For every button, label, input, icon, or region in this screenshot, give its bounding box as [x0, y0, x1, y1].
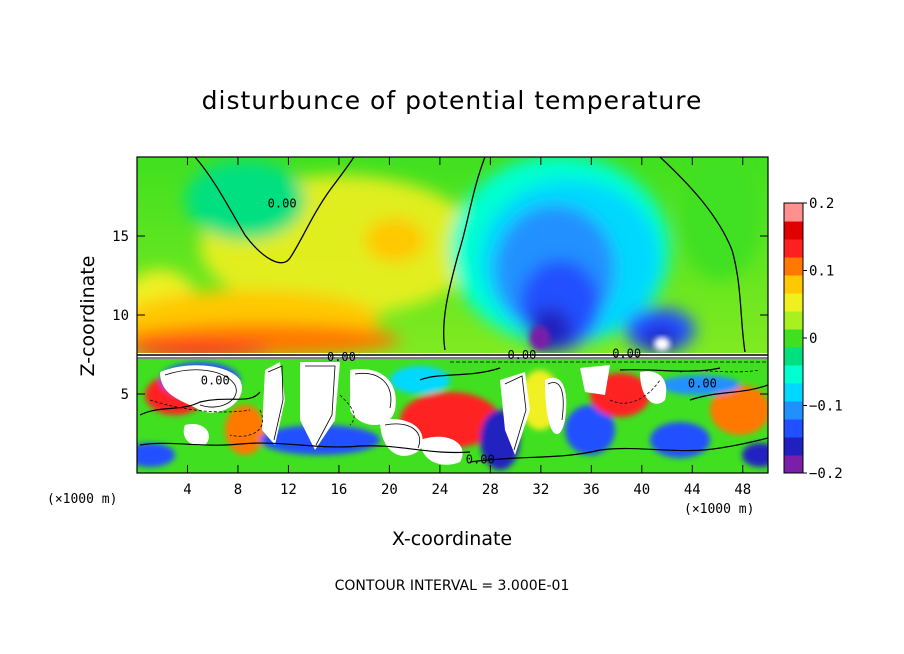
colorbar-swatch	[784, 329, 803, 348]
colorbar	[784, 203, 803, 474]
colorbar-swatch	[784, 293, 803, 312]
x-tick-label: 16	[330, 482, 347, 498]
colorbar-tick-label: 0	[809, 331, 817, 347]
y-tick-label: 10	[112, 308, 129, 324]
colorbar-swatch	[784, 347, 803, 366]
colorbar-swatch	[784, 203, 803, 222]
x-tick-label: 32	[532, 482, 549, 498]
colorbar-swatch	[784, 311, 803, 330]
contour-label: 0.00	[466, 453, 495, 467]
colorbar-swatch	[784, 365, 803, 384]
chart-title: disturbunce of potential temperature	[201, 86, 703, 115]
colorbar-tick-label: −0.1	[809, 399, 843, 415]
colorbar-swatch	[784, 221, 803, 240]
colorbar-swatch	[784, 257, 803, 276]
colorbar-swatch	[784, 455, 803, 474]
contour-label: 0.00	[688, 377, 717, 391]
contour-interval-annotation: CONTOUR INTERVAL = 3.000E-01	[334, 578, 570, 594]
x-unit-left: (×1000 m)	[47, 492, 118, 507]
colorbar-tick-label: 0.2	[809, 196, 834, 212]
colorbar-labels: 0.2 0.1 0 −0.1 −0.2	[803, 196, 843, 482]
x-tick-label: 40	[633, 482, 650, 498]
contour-labels: 0.00 0.00 0.00 0.00 0.00 0.00 0.00	[201, 197, 717, 467]
x-tick-label: 36	[583, 482, 600, 498]
axis-ticks	[137, 157, 768, 473]
upper-layer	[137, 157, 760, 358]
lower-layer	[137, 358, 768, 473]
y-tick-label: 5	[121, 387, 129, 403]
x-tick-label: 24	[431, 482, 448, 498]
x-tick-label: 12	[280, 482, 297, 498]
x-tick-label: 44	[684, 482, 701, 498]
contour-label: 0.00	[201, 374, 230, 388]
colorbar-swatch	[784, 437, 803, 456]
y-axis-label: Z-coordinate	[77, 255, 99, 377]
x-tick-label: 20	[381, 482, 398, 498]
colorbar-tick-label: −0.2	[809, 466, 843, 482]
colorbar-swatch	[784, 401, 803, 420]
x-unit-right: (×1000 m)	[684, 502, 755, 517]
zero-contours-upper	[194, 157, 746, 353]
x-tick-label: 48	[734, 482, 751, 498]
heatmap-field	[137, 157, 768, 473]
x-tick-label: 4	[183, 482, 191, 498]
x-axis-label: X-coordinate	[391, 528, 513, 550]
y-tick-label: 15	[112, 229, 129, 245]
contour-label: 0.00	[268, 197, 297, 211]
colorbar-tick-label: 0.1	[809, 264, 834, 280]
x-tick-label: 28	[482, 482, 499, 498]
contour-label: 0.00	[327, 350, 356, 364]
colorbar-swatch	[784, 383, 803, 402]
colorbar-swatch	[784, 275, 803, 294]
contour-label: 0.00	[612, 347, 641, 361]
interface-band	[137, 353, 768, 359]
zero-contours-lower	[139, 367, 768, 463]
x-tick-label: 8	[234, 482, 242, 498]
contour-label: 0.00	[507, 348, 536, 362]
colorbar-swatch	[784, 239, 803, 258]
colorbar-swatch	[784, 419, 803, 438]
